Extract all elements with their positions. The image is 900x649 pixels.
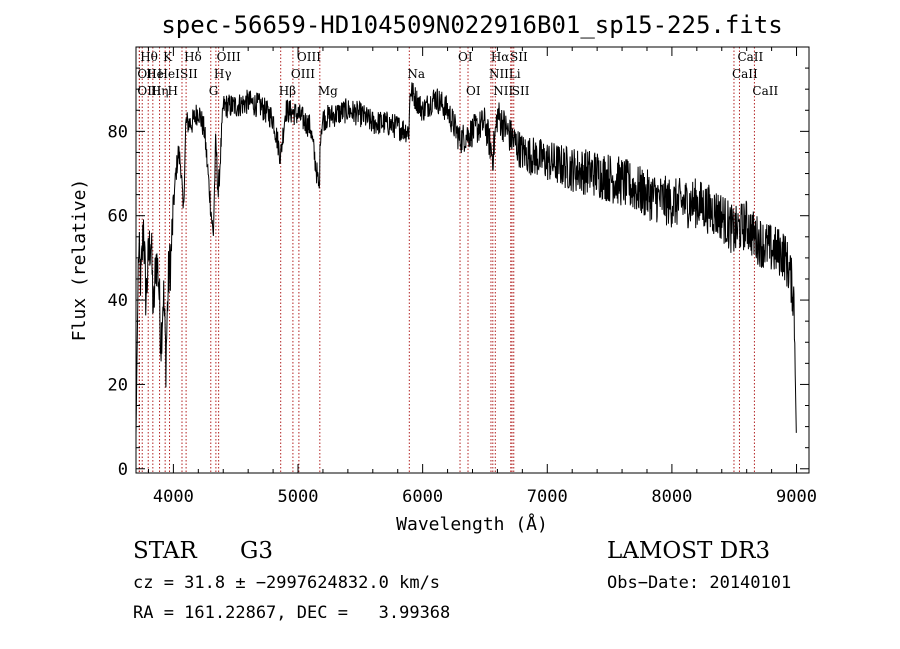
line-label: G: [209, 84, 219, 98]
line-label: OII: [137, 67, 157, 81]
line-label: SII: [180, 67, 198, 81]
y-tick-label: 0: [118, 460, 128, 480]
line-label: Mg: [318, 84, 338, 98]
line-markers: [138, 47, 755, 473]
line-labels: HθOIIOIIIHeHηHeIKHSIIHδGHγOIIIHβOIIIOIII…: [137, 50, 778, 98]
chart-title: spec-56659-HD104509N022916B01_sp15-225.f…: [161, 11, 782, 39]
coordinates-line: RA = 161.22867, DEC = 3.99368: [133, 603, 451, 623]
line-label: H: [168, 84, 178, 98]
y-tick-label: 20: [108, 375, 128, 395]
line-label: Hη: [151, 84, 169, 98]
x-tick-label: 6000: [402, 487, 443, 507]
x-tick-label: 8000: [651, 487, 692, 507]
subclass-label: G3: [240, 538, 274, 564]
line-label: SII: [512, 84, 530, 98]
x-axis-ticks: 4000 5000 6000 7000 8000 9000: [147, 47, 817, 507]
x-tick-label: 5000: [278, 487, 319, 507]
obs-date-line: Obs−Date: 20140101: [607, 573, 792, 593]
line-label: K: [163, 50, 173, 64]
survey-label: LAMOST DR3: [607, 538, 771, 564]
line-label: OI: [458, 50, 473, 64]
y-tick-label: 40: [108, 291, 128, 311]
x-tick-label: 7000: [527, 487, 568, 507]
line-label: SII: [510, 50, 528, 64]
line-label: NII: [493, 84, 513, 98]
y-tick-label: 80: [108, 122, 128, 142]
y-tick-label: 60: [108, 207, 128, 227]
line-label: Hα: [491, 50, 510, 64]
x-axis-label: Wavelength (Å): [396, 513, 548, 535]
line-label: Hγ: [214, 67, 232, 81]
line-label: OIII: [217, 50, 241, 64]
line-label: Na: [407, 67, 425, 81]
line-label: Li: [509, 67, 521, 81]
line-label: NII: [489, 67, 509, 81]
redshift-line: cz = 31.8 ± −2997624832.0 km/s: [133, 573, 441, 593]
line-label: He: [146, 67, 164, 81]
line-label: CaII: [737, 50, 763, 64]
x-tick-label: 9000: [776, 487, 817, 507]
line-label: OIII: [297, 50, 321, 64]
line-label: OIII: [137, 84, 161, 98]
line-label: CaII: [752, 84, 778, 98]
line-label: CaII: [732, 67, 758, 81]
class-label: STAR: [133, 538, 197, 564]
line-label: OI: [466, 84, 481, 98]
y-axis-ticks: 0 20 40 60 80: [108, 67, 809, 480]
x-tick-label: 4000: [153, 487, 194, 507]
line-label: Hθ: [140, 50, 158, 64]
line-label: Hβ: [279, 84, 296, 98]
line-label: HeI: [158, 67, 181, 81]
line-label: Hδ: [184, 50, 202, 64]
line-label: OIII: [291, 67, 315, 81]
y-axis-label: Flux (relative): [69, 179, 90, 342]
spectrum-series-line: [135, 82, 797, 436]
